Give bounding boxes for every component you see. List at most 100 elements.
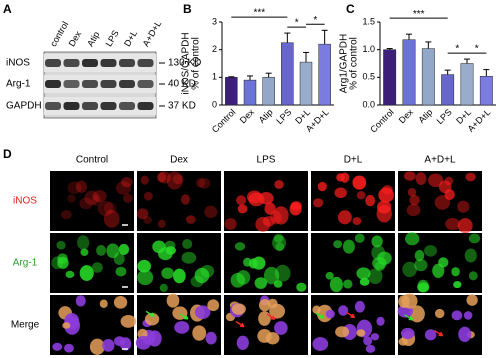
cell (368, 268, 383, 285)
cell (401, 293, 418, 309)
cell (296, 282, 307, 292)
cell (406, 203, 421, 217)
x-tick-label: Control (368, 107, 396, 135)
blot-band (100, 102, 117, 110)
cell (104, 202, 117, 214)
y-tick-label: 2 (212, 44, 217, 54)
cell (317, 181, 327, 192)
bar (299, 61, 313, 106)
cell (417, 282, 430, 293)
cell (118, 243, 130, 256)
cell (243, 257, 252, 267)
bar (318, 43, 331, 106)
size-label: 40 KD (168, 79, 196, 90)
cell (377, 251, 392, 265)
x-tick-label: LPS (435, 107, 454, 126)
cell (92, 262, 103, 273)
micrograph-bg (50, 171, 134, 231)
cell (172, 174, 184, 185)
cell (352, 175, 367, 190)
cell (343, 279, 353, 289)
cell (96, 244, 107, 256)
cell (254, 277, 268, 289)
cell (363, 336, 373, 346)
cell (414, 259, 428, 272)
arrow (315, 312, 325, 319)
cell (463, 311, 473, 320)
cell (64, 316, 81, 335)
cell (342, 239, 355, 254)
micrograph (398, 232, 482, 293)
y-tick-label: 3 (212, 16, 217, 26)
cell (457, 218, 473, 234)
cell (246, 190, 263, 204)
cell (290, 201, 302, 211)
cell (84, 190, 100, 206)
cell (333, 240, 343, 249)
bar (402, 39, 416, 106)
column-label: Control (76, 155, 108, 166)
cell (79, 197, 93, 210)
cell (75, 180, 88, 193)
cell (113, 296, 128, 309)
bar (225, 77, 238, 106)
cell (258, 311, 271, 326)
bar (243, 79, 257, 106)
cell (273, 233, 284, 243)
cell (325, 271, 334, 280)
cell (140, 175, 149, 185)
cell (407, 188, 417, 197)
cell (274, 321, 288, 335)
cell (136, 208, 149, 220)
cell (359, 277, 370, 286)
column-label: A+D+L (424, 155, 456, 166)
cell (137, 269, 154, 286)
cell (263, 266, 280, 285)
micrograph (311, 233, 395, 293)
cell (465, 172, 476, 182)
size-label: 37 KD (168, 101, 196, 112)
blot-band (45, 59, 61, 67)
cell (313, 198, 324, 208)
cell (91, 194, 102, 206)
cell (466, 294, 478, 306)
cell (338, 305, 349, 316)
cell (60, 210, 72, 220)
x-tick-label: Dex (397, 107, 416, 126)
cell (77, 235, 90, 250)
cell (381, 185, 393, 195)
cell (424, 245, 438, 257)
y-axis-label: iNOS/GAPDH (181, 32, 192, 94)
cell (312, 305, 321, 314)
cell (120, 176, 133, 188)
row-label: iNOS (6, 58, 30, 69)
cell (185, 215, 196, 224)
lane-label: Atip (85, 30, 101, 48)
cell (354, 300, 365, 313)
blot-strip (44, 75, 156, 93)
bar (262, 77, 275, 106)
cell (451, 310, 463, 321)
panel-letter: C (346, 2, 355, 16)
cell (409, 305, 425, 323)
arrow (266, 313, 276, 320)
cell (195, 177, 206, 188)
micrograph (135, 293, 221, 355)
cell (409, 194, 420, 206)
cell (445, 218, 461, 231)
micrograph (311, 295, 395, 355)
cell (464, 248, 477, 263)
cell (434, 308, 445, 319)
cell (415, 172, 427, 185)
cell (236, 335, 249, 350)
column-label: D+L (344, 155, 363, 166)
cell (51, 256, 63, 270)
cell (270, 210, 282, 225)
column-label: Dex (170, 155, 188, 166)
micrograph (397, 293, 482, 355)
cell (432, 263, 445, 278)
cell (273, 206, 289, 225)
cell (337, 210, 352, 225)
lane-label: LPS (104, 28, 121, 48)
